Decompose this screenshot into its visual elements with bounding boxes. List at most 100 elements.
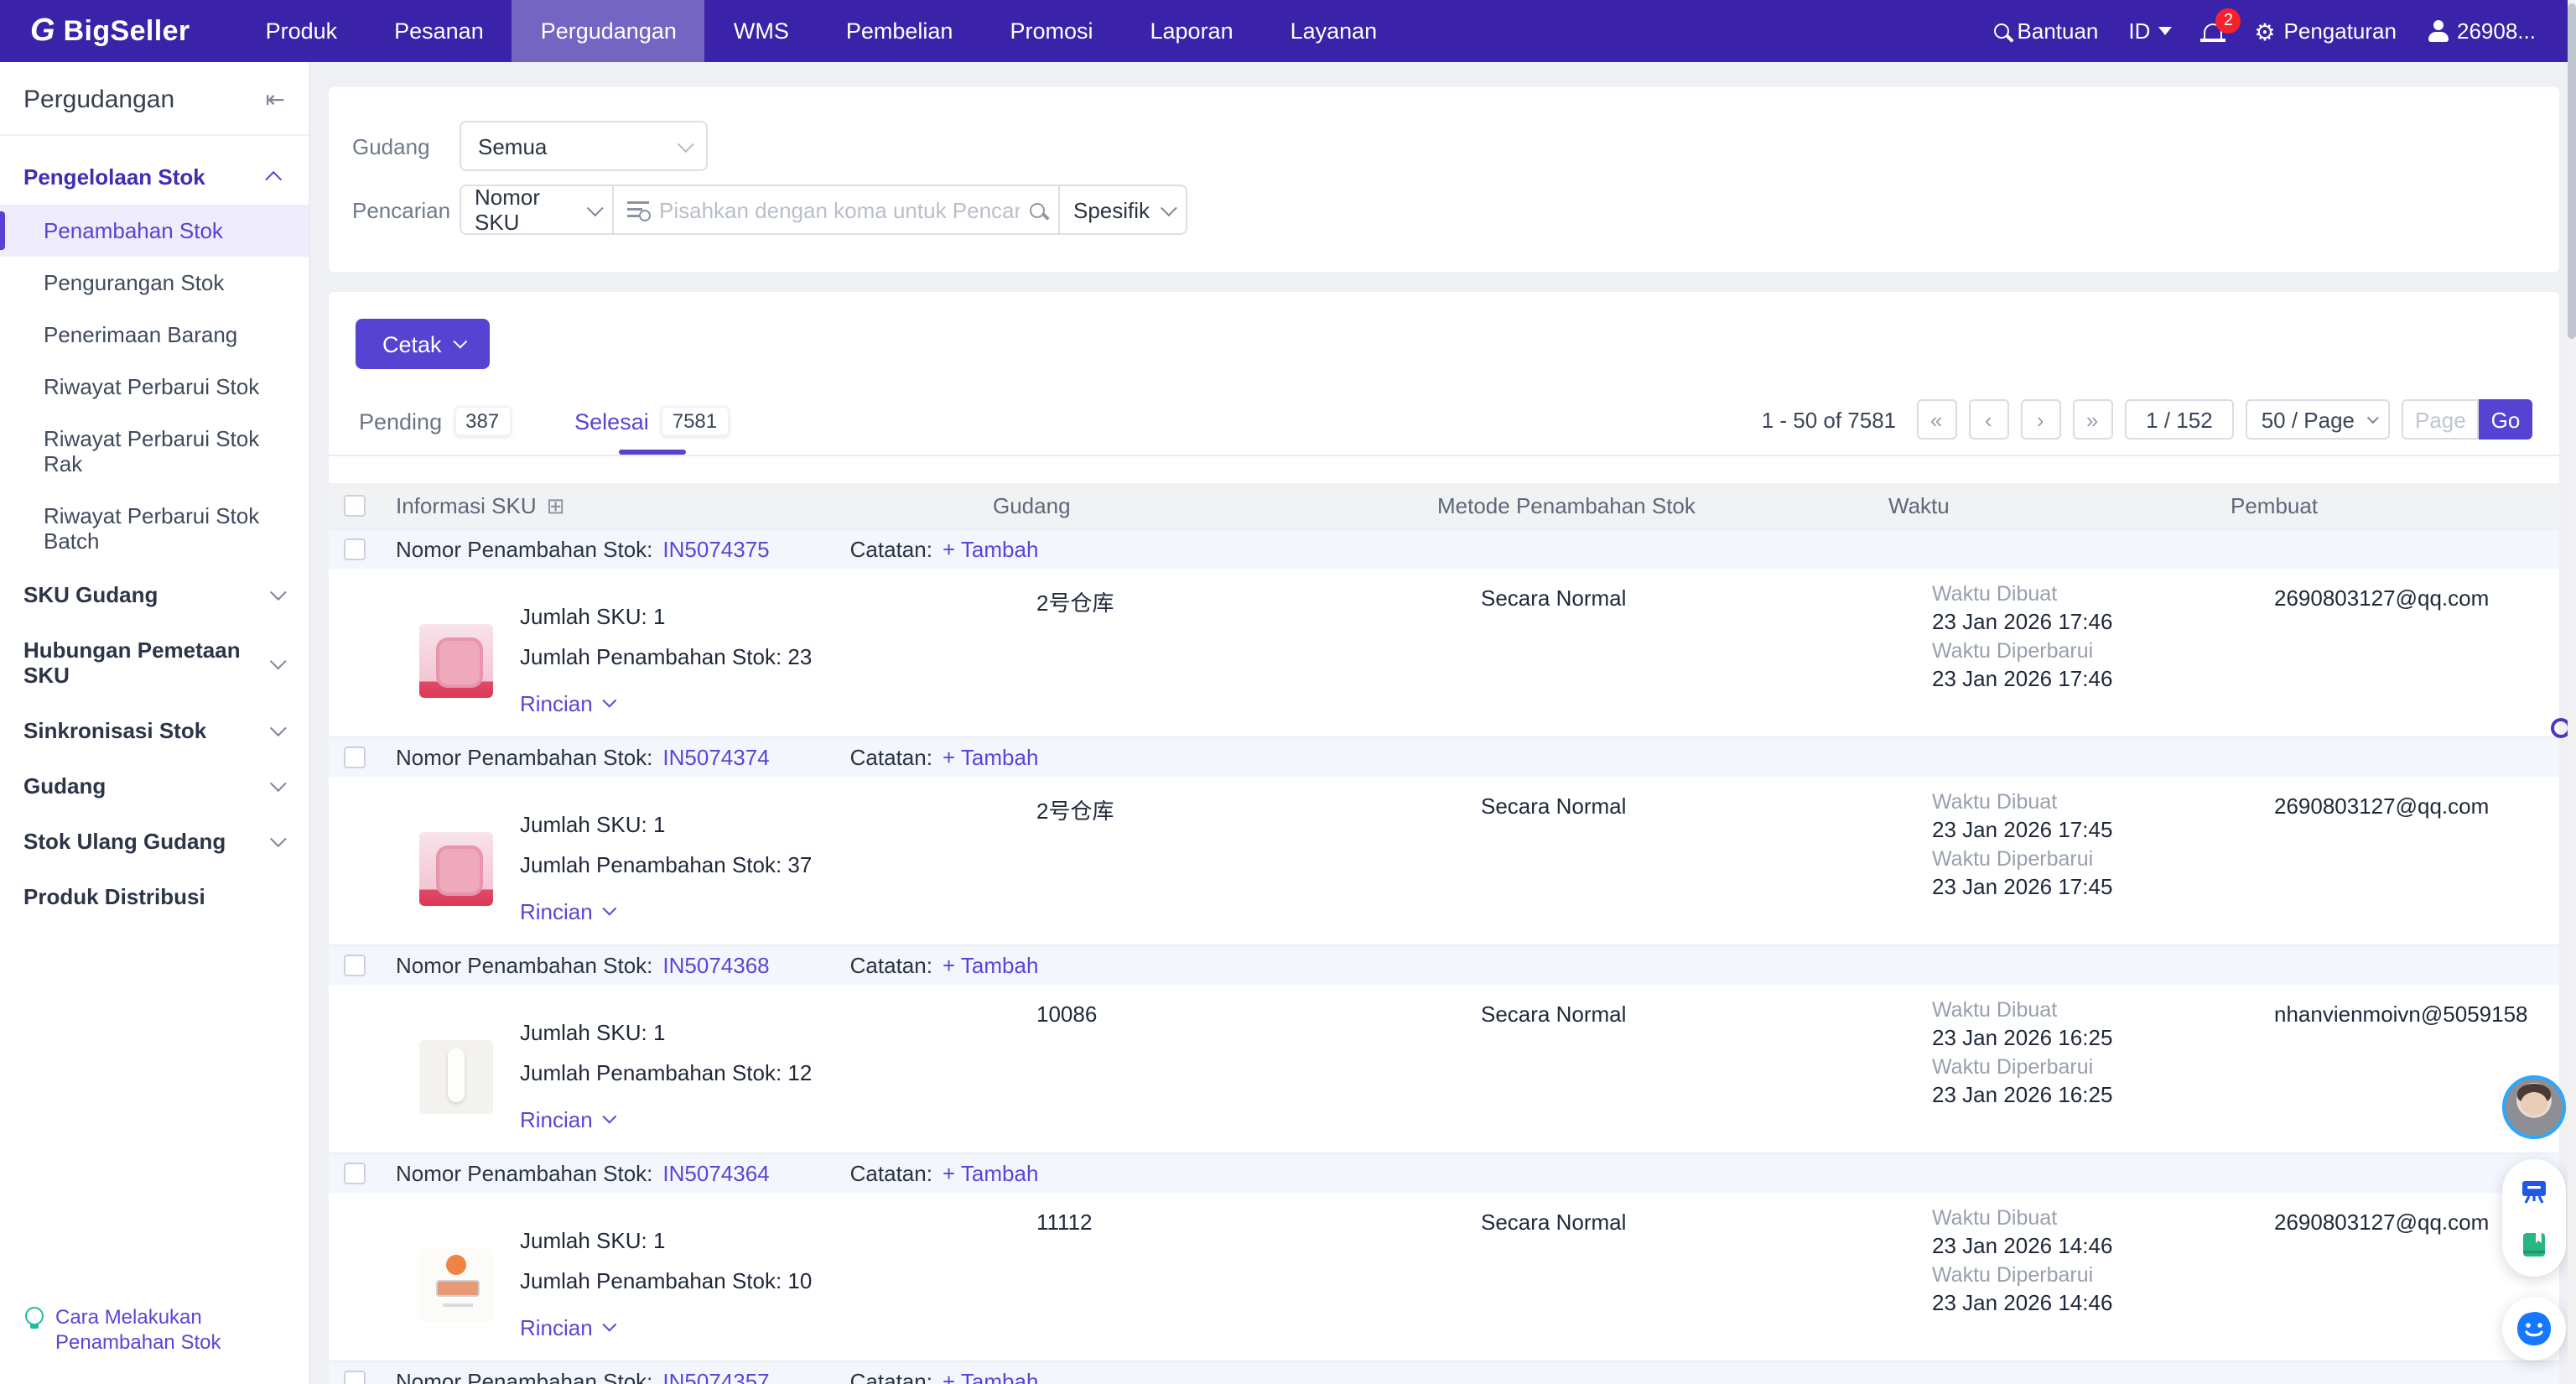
- details-toggle[interactable]: Rincian: [520, 898, 812, 924]
- chevron-down-icon: [454, 335, 468, 349]
- nav-item-wms[interactable]: WMS: [705, 0, 818, 62]
- print-button[interactable]: Cetak: [356, 319, 491, 369]
- chevron-down-icon: [603, 694, 617, 708]
- warehouse-cell: 11112: [1036, 1193, 1481, 1361]
- row-group-header: Nomor Penambahan Stok:IN5074364Catatan:+…: [329, 1152, 2559, 1193]
- lightbulb-icon: [23, 1307, 44, 1332]
- brand-logo[interactable]: G BigSeller: [0, 13, 237, 49]
- search-input[interactable]: [659, 197, 1020, 222]
- pagination-range: 1 - 50 of 7581: [1762, 407, 1896, 432]
- chat-widget[interactable]: [2502, 1297, 2566, 1361]
- go-button[interactable]: Go: [2479, 399, 2532, 440]
- account-button[interactable]: 26908...: [2427, 18, 2536, 44]
- last-page-button[interactable]: »: [2072, 399, 2112, 440]
- header-waktu: Waktu: [1888, 493, 2231, 518]
- sidebar-section-sinkronisasi-stok[interactable]: Sinkronisasi Stok: [0, 703, 309, 758]
- sidebar-section-sku-gudang[interactable]: SKU Gudang: [0, 567, 309, 622]
- sidebar-section-stok-ulang-gudang[interactable]: Stok Ulang Gudang: [0, 814, 309, 869]
- search-icon[interactable]: [1030, 202, 1045, 217]
- row-checkbox[interactable]: [344, 1371, 366, 1384]
- nav-item-layanan[interactable]: Layanan: [1262, 0, 1406, 62]
- sidebar-item-penerimaan-barang[interactable]: Penerimaan Barang: [0, 309, 309, 361]
- settings-button[interactable]: ⚙ Pengaturan: [2254, 18, 2397, 44]
- header-gudang: Gudang: [993, 493, 1437, 518]
- details-toggle[interactable]: Rincian: [520, 690, 812, 715]
- chevron-down-icon: [1161, 199, 1177, 216]
- guide-book-icon[interactable]: [2519, 1230, 2549, 1260]
- table-row: Jumlah SKU: 1Jumlah Penambahan Stok: 12R…: [329, 985, 2559, 1152]
- select-all-checkbox[interactable]: [344, 495, 366, 517]
- details-toggle[interactable]: Rincian: [520, 1106, 812, 1132]
- chevron-down-icon: [587, 199, 604, 216]
- sidebar-item-riwayat-perbarui-stok[interactable]: Riwayat Perbarui Stok: [0, 361, 309, 413]
- tutorial-board-icon[interactable]: [2519, 1176, 2549, 1206]
- batch-search-icon[interactable]: [627, 201, 649, 218]
- nav-item-produk[interactable]: Produk: [237, 0, 366, 62]
- support-agent-avatar[interactable]: [2502, 1075, 2566, 1139]
- sku-count: Jumlah SKU: 1: [520, 1019, 812, 1044]
- sidebar: Pergudangan ⇤ Pengelolaan StokPenambahan…: [0, 62, 310, 1384]
- prev-page-button[interactable]: ‹: [1968, 399, 2008, 440]
- add-note-link[interactable]: + Tambah: [943, 745, 1038, 770]
- sidebar-section-pengelolaan-stok[interactable]: Pengelolaan Stok: [0, 149, 309, 205]
- sidebar-section-hubungan-pemetaan-sku[interactable]: Hubungan Pemetaan SKU: [0, 622, 309, 703]
- stock-in-number-link[interactable]: IN5074375: [662, 537, 769, 562]
- row-checkbox[interactable]: [344, 539, 366, 560]
- nav-item-pembelian[interactable]: Pembelian: [818, 0, 982, 62]
- add-note-link[interactable]: + Tambah: [943, 953, 1038, 978]
- row-checkbox[interactable]: [344, 1163, 366, 1184]
- tab-pending[interactable]: Pending387: [356, 393, 514, 455]
- page-size-select[interactable]: 50 / Page: [2246, 399, 2390, 440]
- stock-in-number-link[interactable]: IN5074364: [662, 1161, 769, 1186]
- add-column-icon[interactable]: ⊞: [547, 492, 565, 519]
- sidebar-section-produk-distribusi[interactable]: Produk Distribusi: [0, 869, 309, 924]
- row-checkbox[interactable]: [344, 955, 366, 976]
- notification-badge: 2: [2215, 8, 2241, 34]
- search-type-select[interactable]: Nomor SKU: [460, 185, 614, 235]
- brand-name: BigSeller: [64, 14, 190, 48]
- add-note-link[interactable]: + Tambah: [943, 537, 1038, 562]
- nav-item-pesanan[interactable]: Pesanan: [366, 0, 512, 62]
- sidebar-section-gudang[interactable]: Gudang: [0, 758, 309, 814]
- sidebar-collapse-icon[interactable]: ⇤: [266, 86, 285, 114]
- chevron-down-icon: [603, 1110, 617, 1124]
- nav-item-promosi[interactable]: Promosi: [981, 0, 1121, 62]
- details-toggle[interactable]: Rincian: [520, 1314, 812, 1340]
- table-header: Informasi SKU ⊞ Gudang Metode Penambahan…: [329, 483, 2559, 528]
- pagination: 1 - 50 of 7581 « ‹ › » 1 / 152 50 / Page…: [1762, 399, 2532, 455]
- nav-item-pergudangan[interactable]: Pergudangan: [512, 0, 705, 62]
- notifications-button[interactable]: 2: [2202, 20, 2224, 42]
- gudang-select[interactable]: Semua: [460, 121, 708, 171]
- nav-item-laporan[interactable]: Laporan: [1122, 0, 1262, 62]
- row-checkbox[interactable]: [344, 747, 366, 768]
- chevron-down-icon: [270, 775, 287, 792]
- chevron-down-icon: [603, 1318, 617, 1332]
- chevron-down-icon: [2158, 27, 2172, 35]
- page-scrollbar[interactable]: [2568, 0, 2576, 1384]
- how-to-link[interactable]: Cara Melakukan Penambahan Stok: [0, 1285, 309, 1384]
- next-page-button[interactable]: ›: [2020, 399, 2060, 440]
- add-note-link[interactable]: + Tambah: [943, 1369, 1038, 1384]
- page-jump-input[interactable]: [2402, 399, 2479, 440]
- time-cell: Waktu Dibuat23 Jan 2026 16:25Waktu Diper…: [1932, 985, 2274, 1152]
- help-button[interactable]: Bantuan: [1994, 18, 2099, 44]
- sidebar-item-penambahan-stok[interactable]: Penambahan Stok: [0, 205, 309, 257]
- first-page-button[interactable]: «: [1916, 399, 1956, 440]
- add-note-link[interactable]: + Tambah: [943, 1161, 1038, 1186]
- match-mode-select[interactable]: Spesifik: [1060, 185, 1187, 235]
- sidebar-item-pengurangan-stok[interactable]: Pengurangan Stok: [0, 257, 309, 309]
- sidebar-item-riwayat-perbarui-stok-batch[interactable]: Riwayat Perbarui Stok Batch: [0, 490, 309, 567]
- chevron-down-icon: [270, 830, 287, 847]
- gudang-filter-label: Gudang: [352, 133, 460, 159]
- stock-in-number-link[interactable]: IN5074357: [662, 1369, 769, 1384]
- tab-selesai[interactable]: Selesai7581: [571, 393, 732, 455]
- scrollbar-thumb[interactable]: [2568, 3, 2576, 339]
- stock-in-number-link[interactable]: IN5074368: [662, 953, 769, 978]
- stock-in-number-link[interactable]: IN5074374: [662, 745, 769, 770]
- language-selector[interactable]: ID: [2128, 18, 2172, 44]
- sidebar-item-riwayat-perbarui-stok-rak[interactable]: Riwayat Perbarui Stok Rak: [0, 413, 309, 490]
- method-cell: Secara Normal: [1481, 1193, 1932, 1361]
- bigseller-logo-icon: G: [30, 13, 54, 49]
- chevron-down-icon: [603, 902, 617, 916]
- warehouse-cell: 10086: [1036, 985, 1481, 1152]
